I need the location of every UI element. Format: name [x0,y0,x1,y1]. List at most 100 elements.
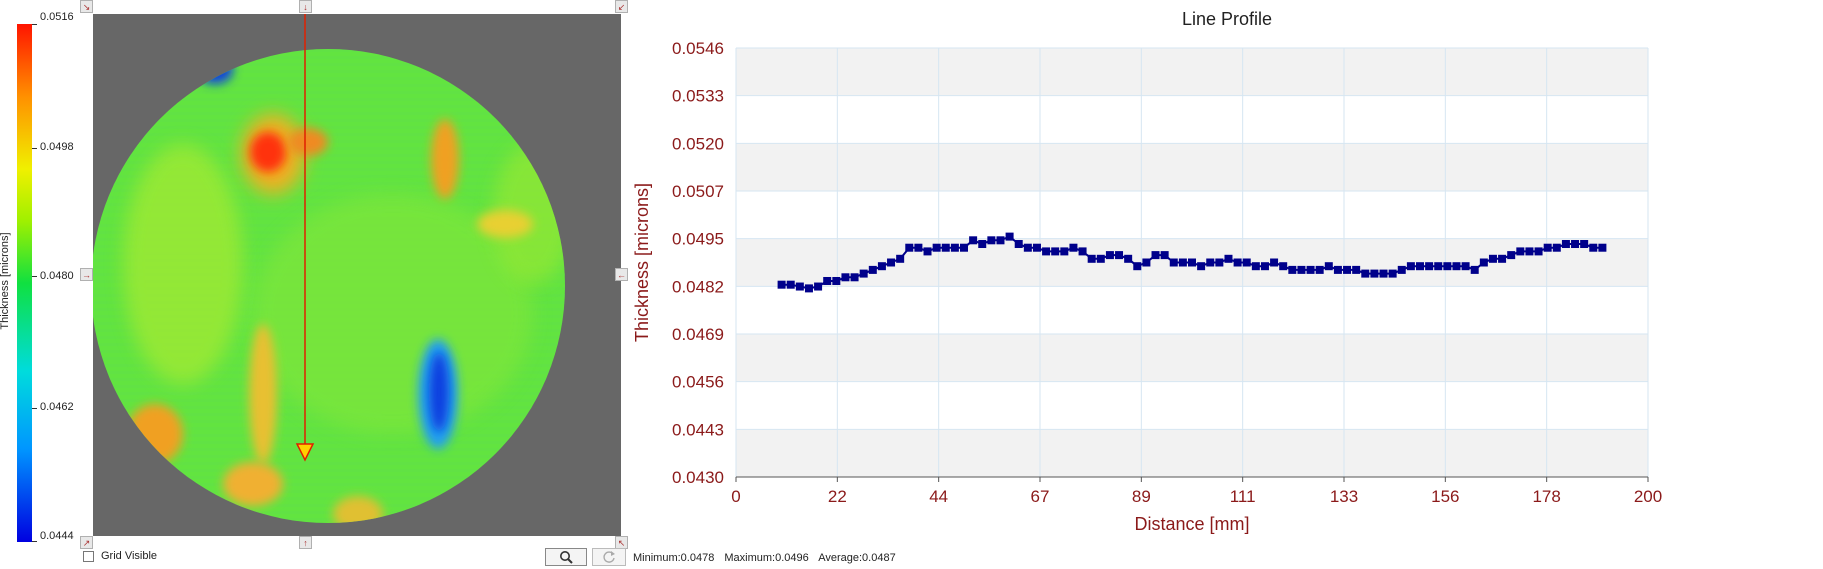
data-point [1452,262,1461,271]
data-point [1516,247,1525,256]
right-edge-handle[interactable]: ← [615,268,628,281]
bottom-left-handle[interactable]: ↗ [80,536,93,549]
plot-band [736,191,1648,239]
plot-band [736,95,1648,144]
data-point [1197,262,1206,271]
data-point [1397,265,1406,274]
data-point [978,240,987,249]
data-point [1525,247,1534,256]
data-point [1005,232,1014,241]
bottom-center-handle[interactable]: ↑ [299,536,312,549]
data-point [850,273,859,282]
x-tick-label: 89 [1132,487,1151,506]
top-left-handle[interactable]: ↘ [80,0,93,13]
refresh-icon [603,551,615,563]
data-point [1543,243,1552,252]
data-point [814,282,823,291]
grid-visible-checkbox[interactable] [83,551,94,562]
data-point [1297,265,1306,274]
data-point [1589,243,1598,252]
profile-series [777,232,1607,293]
x-tick-label: 111 [1230,487,1256,506]
y-tick-label: 0.0443 [672,420,724,439]
plot-band [736,286,1648,334]
stat-average: Average:0.0487 [818,552,896,564]
x-tick-label: 178 [1532,487,1560,506]
data-point [923,247,932,256]
x-tick-label: 44 [929,487,948,506]
data-point [1124,254,1133,263]
data-point [1042,247,1051,256]
data-point [804,284,813,293]
data-point [1233,258,1242,267]
data-point [1461,262,1470,271]
data-point [932,243,941,252]
data-point [1251,262,1260,271]
data-point [1160,251,1169,260]
x-axis-title: Distance [mm] [1134,514,1249,534]
colorbar-label: 0.0498 [40,141,74,153]
data-point [832,276,841,285]
data-point [1352,265,1361,274]
data-point [1069,243,1078,252]
x-tick-label: 133 [1330,487,1358,506]
data-point [1498,254,1507,263]
colorbar-tick [32,276,37,277]
stat-maximum: Maximum:0.0496 [724,552,809,564]
data-point [1105,251,1114,260]
data-point [1115,251,1124,260]
y-tick-label: 0.0507 [672,182,724,201]
x-tick-label: 22 [828,487,847,506]
data-point [868,265,877,274]
x-axis-ticks: 0 22 44 67 89 111 133 156 178 200 [731,477,1662,506]
data-point [1060,247,1069,256]
x-tick-label: 0 [731,487,740,506]
data-point [1133,262,1142,271]
data-point [1087,254,1096,263]
data-point [1078,247,1087,256]
data-point [1388,269,1397,278]
profile-line-end-marker[interactable] [295,443,315,462]
plot-band [736,48,1648,96]
data-point [786,280,795,289]
plot-band [736,381,1648,430]
magnifier-icon [560,551,573,564]
x-tick-label: 156 [1431,487,1459,506]
data-point [1215,258,1224,267]
data-point [841,273,850,282]
y-tick-label: 0.0533 [672,87,724,106]
data-point [1406,262,1415,271]
x-tick-label: 67 [1031,487,1050,506]
data-point [1023,243,1032,252]
data-point [1324,262,1333,271]
data-point [1470,265,1479,274]
data-point [1151,251,1160,260]
chart-title: Line Profile [1182,9,1272,29]
data-point [1188,258,1196,267]
data-point [996,236,1005,245]
data-point [1488,254,1497,263]
top-right-handle[interactable]: ↙ [615,0,628,13]
plot-band [736,143,1648,191]
data-point [777,280,786,289]
data-point [1552,243,1561,252]
data-point [1598,243,1607,252]
zoom-button[interactable] [545,548,587,566]
data-point [823,276,832,285]
colorbar-tick [32,24,37,25]
data-point [1333,265,1342,274]
colorbar-label-min: 0.0444 [40,530,74,542]
data-point [1260,262,1269,271]
data-point [795,282,804,291]
wafer-map-svg [93,14,565,523]
wafer-map-canvas[interactable] [93,14,621,536]
line-profile-chart: Line Profile 0.04300.04430.04560.04690.0… [632,9,1662,534]
data-point [950,243,959,252]
top-center-handle[interactable]: ↓ [299,0,312,13]
reset-view-button[interactable] [592,548,626,566]
plot-background-bands [736,48,1648,477]
data-point [1306,265,1315,274]
colorbar-tick [32,408,37,409]
left-edge-handle[interactable]: → [80,268,93,281]
data-point [987,236,996,245]
